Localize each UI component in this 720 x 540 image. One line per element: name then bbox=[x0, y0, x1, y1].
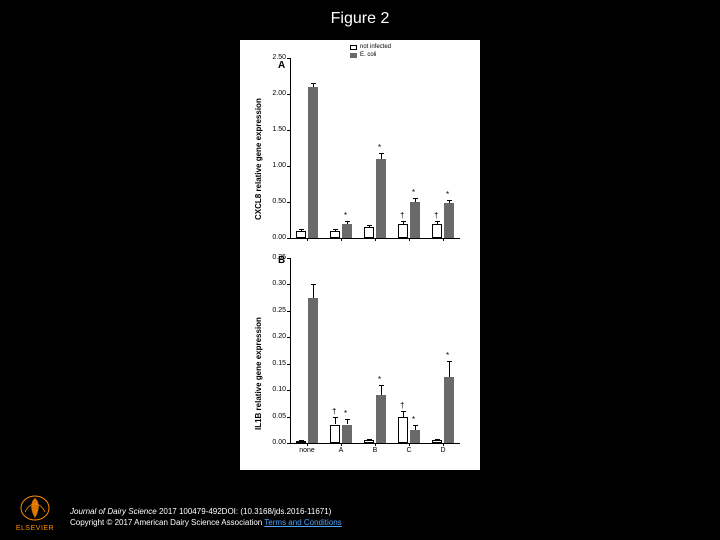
chart-a: 0.000.501.001.502.002.50***†*† bbox=[290, 58, 470, 238]
terms-link[interactable]: Terms and Conditions bbox=[264, 518, 341, 527]
bar-not-infected bbox=[330, 231, 340, 238]
chart-b: 0.000.050.100.150.200.250.300.35none*†A*… bbox=[290, 258, 470, 453]
ytick-label: 2.50 bbox=[262, 54, 286, 61]
bar-not-infected bbox=[296, 231, 306, 238]
bar-ecoli bbox=[308, 298, 318, 443]
citation-journal: Journal of Dairy Science bbox=[70, 507, 157, 516]
significance-marker: * bbox=[378, 375, 381, 384]
ytick-label: 0.10 bbox=[262, 386, 286, 393]
ytick-label: 0.00 bbox=[262, 234, 286, 241]
figure-title: Figure 2 bbox=[0, 10, 720, 28]
copyright-text: Copyright © 2017 American Dairy Science … bbox=[70, 518, 264, 527]
slide: Figure 2 not infected E. coli A CXCL8 re… bbox=[0, 0, 720, 540]
significance-marker: † bbox=[400, 211, 404, 220]
ytick-label: 1.50 bbox=[262, 126, 286, 133]
xtick-label: none bbox=[292, 447, 322, 454]
ytick-label: 0.05 bbox=[262, 413, 286, 420]
footer: Journal of Dairy Science 2017 100479-492… bbox=[70, 506, 342, 528]
legend-swatch-not-infected bbox=[350, 45, 357, 50]
significance-marker: † bbox=[434, 211, 438, 220]
ytick-label: 0.15 bbox=[262, 360, 286, 367]
ytick-label: 0.20 bbox=[262, 333, 286, 340]
xtick-label: C bbox=[394, 447, 424, 454]
bar-ecoli bbox=[308, 87, 318, 238]
chart-legend: not infected E. coli bbox=[350, 43, 391, 59]
legend-label-not-infected: not infected bbox=[360, 43, 391, 51]
significance-marker: * bbox=[446, 351, 449, 360]
ytick-label: 0.50 bbox=[262, 198, 286, 205]
ytick-label: 2.00 bbox=[262, 90, 286, 97]
ytick-label: 0.30 bbox=[262, 280, 286, 287]
ytick-label: 0.35 bbox=[262, 254, 286, 261]
significance-marker: * bbox=[344, 211, 347, 220]
bar-not-infected bbox=[432, 224, 442, 238]
bar-ecoli bbox=[444, 377, 454, 443]
bar-ecoli bbox=[410, 202, 420, 238]
bar-not-infected bbox=[432, 440, 442, 443]
legend-swatch-ecoli bbox=[350, 53, 357, 58]
bar-ecoli bbox=[376, 395, 386, 443]
bar-ecoli bbox=[342, 425, 352, 444]
bar-ecoli bbox=[342, 224, 352, 238]
bar-not-infected bbox=[364, 227, 374, 238]
ytick-label: 1.00 bbox=[262, 162, 286, 169]
bar-not-infected bbox=[296, 441, 306, 443]
bar-ecoli bbox=[410, 430, 420, 443]
significance-marker: † bbox=[400, 401, 404, 410]
xtick-label: A bbox=[326, 447, 356, 454]
bar-not-infected bbox=[398, 224, 408, 238]
significance-marker: * bbox=[412, 188, 415, 197]
significance-marker: * bbox=[446, 190, 449, 199]
elsevier-logo-text: ELSEVIER bbox=[10, 525, 60, 532]
significance-marker: † bbox=[332, 407, 336, 416]
bar-ecoli bbox=[376, 159, 386, 238]
citation-rest: 2017 100479-492DOI: (10.3168/jds.2016-11… bbox=[157, 507, 332, 516]
bar-not-infected bbox=[330, 425, 340, 444]
significance-marker: * bbox=[412, 415, 415, 424]
bar-ecoli bbox=[444, 203, 454, 238]
significance-marker: * bbox=[378, 143, 381, 152]
bar-not-infected bbox=[398, 417, 408, 443]
ytick-label: 0.25 bbox=[262, 307, 286, 314]
significance-marker: * bbox=[344, 409, 347, 418]
xtick-label: B bbox=[360, 447, 390, 454]
panel-a-label: A bbox=[278, 60, 285, 71]
figure-panel: not infected E. coli A CXCL8 relative ge… bbox=[240, 40, 480, 470]
xtick-label: D bbox=[428, 447, 458, 454]
bar-not-infected bbox=[364, 440, 374, 443]
ytick-label: 0.00 bbox=[262, 439, 286, 446]
